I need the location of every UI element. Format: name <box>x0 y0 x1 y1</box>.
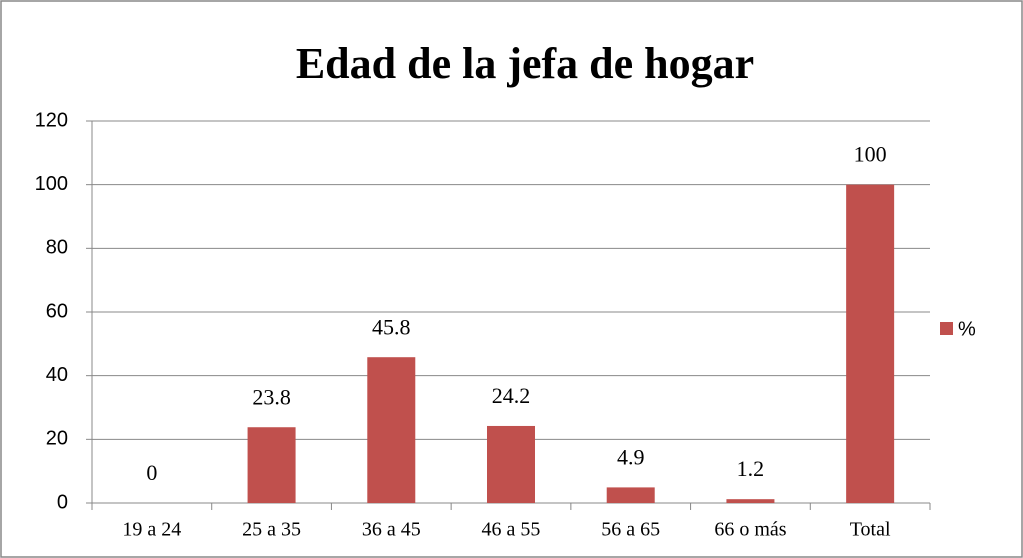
bar <box>846 184 895 503</box>
legend-label: % <box>958 318 976 340</box>
chart-title: Edad de la jefa de hogar <box>296 39 754 88</box>
y-tick-label: 0 <box>57 491 68 513</box>
bar <box>487 425 535 503</box>
bar <box>726 499 775 503</box>
y-tick-label: 120 <box>35 109 68 131</box>
x-tick-label: 36 a 45 <box>362 519 421 541</box>
y-tick-label: 40 <box>46 364 68 386</box>
x-tick-label: 25 a 35 <box>242 519 301 541</box>
bar <box>247 427 296 503</box>
x-tick-label: 66 o más <box>714 519 786 541</box>
x-tick-label: 56 a 65 <box>601 519 660 541</box>
y-tick-label: 80 <box>46 237 68 259</box>
data-label: 4.9 <box>617 444 645 469</box>
data-label: 1.2 <box>737 456 765 481</box>
data-label: 23.8 <box>252 384 291 409</box>
x-tick-label: 46 a 55 <box>482 519 541 541</box>
data-label: 24.2 <box>492 383 531 408</box>
data-label: 45.8 <box>372 314 411 339</box>
y-tick-label: 60 <box>46 300 68 322</box>
y-tick-label: 20 <box>46 428 68 450</box>
x-tick-label: 19 a 24 <box>122 519 181 541</box>
x-tick-label: Total <box>850 519 891 541</box>
legend-swatch <box>940 322 953 335</box>
y-tick-label: 100 <box>35 173 68 195</box>
bar <box>606 487 655 503</box>
data-label: 100 <box>854 142 887 167</box>
bar <box>367 357 416 503</box>
data-label: 0 <box>146 460 157 485</box>
